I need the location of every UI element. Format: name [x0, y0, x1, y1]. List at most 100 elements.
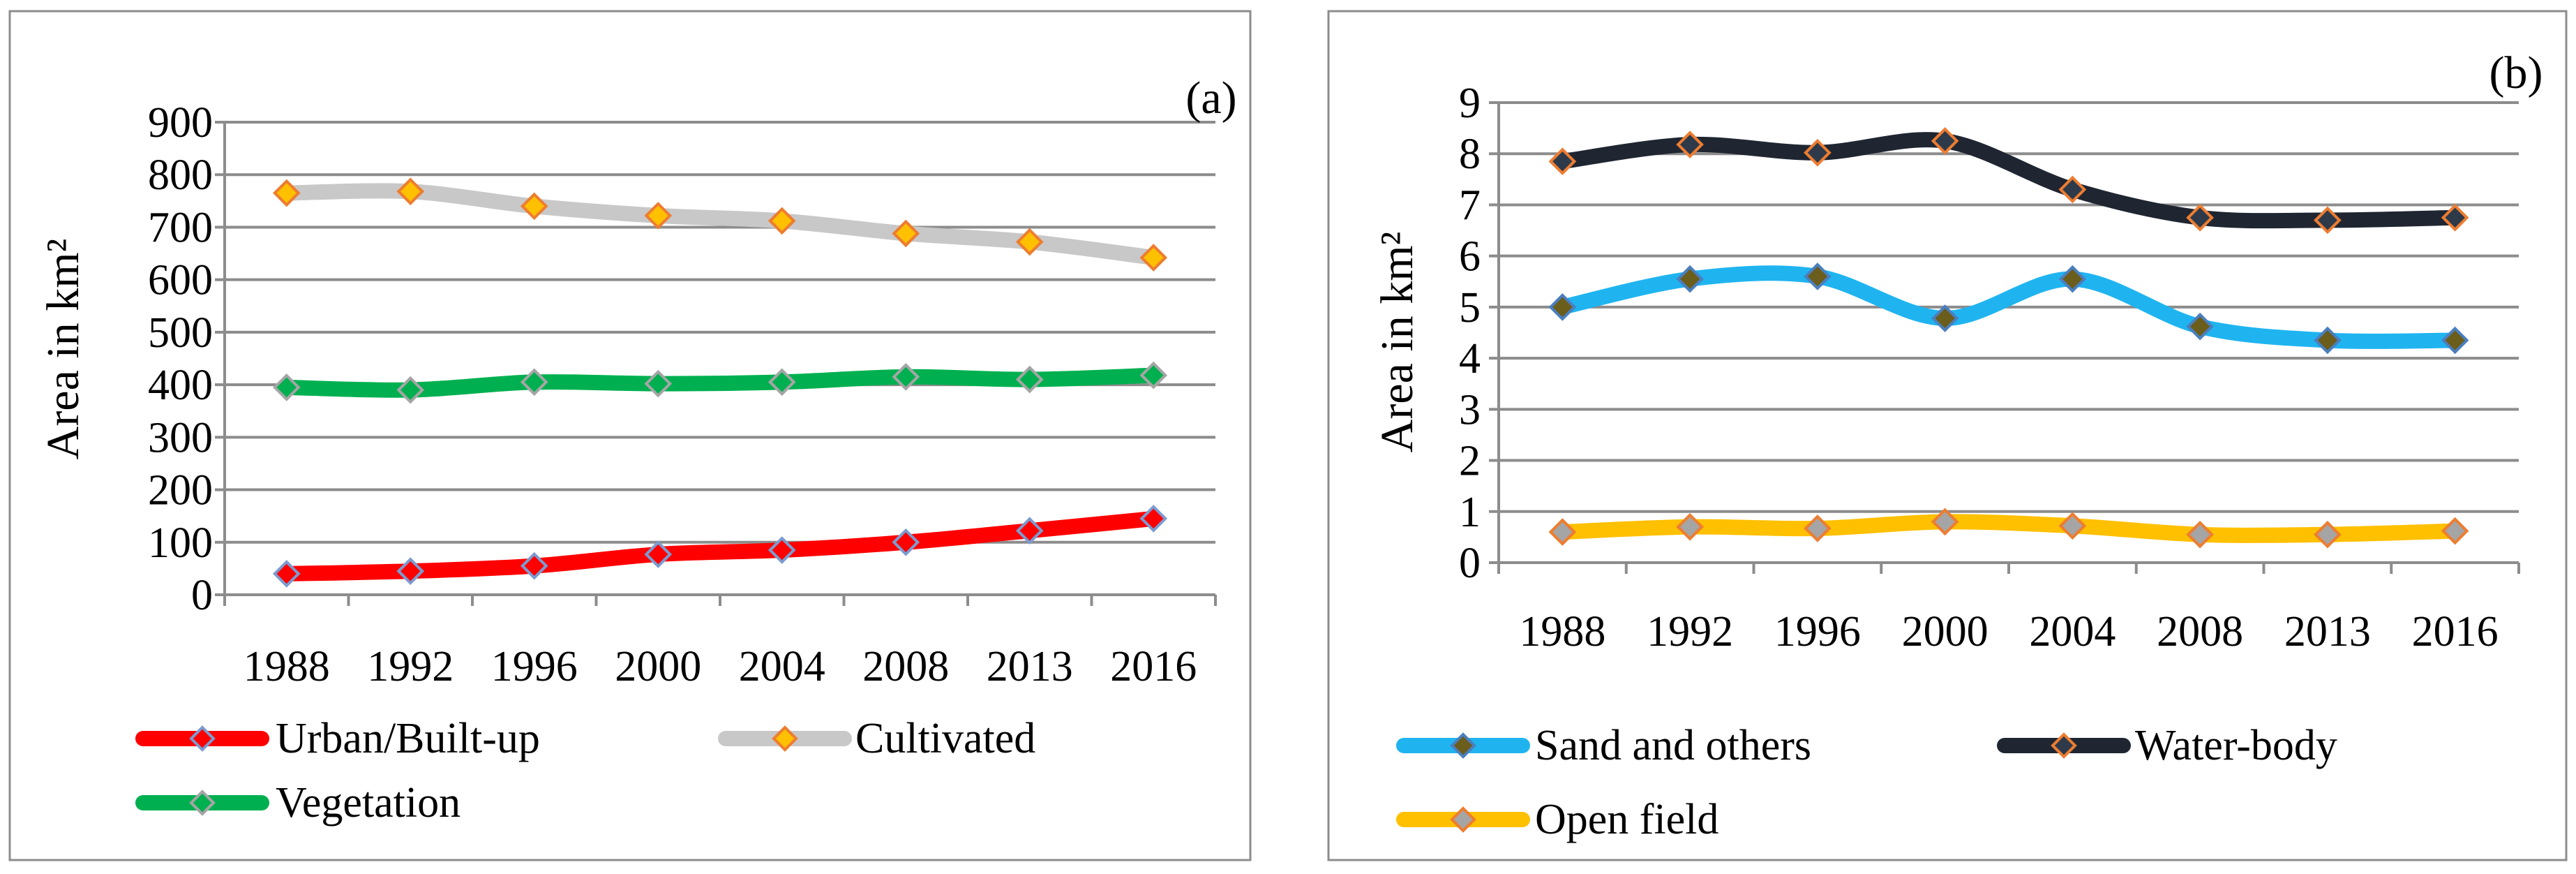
panel-b-point-water-body-2004 — [2058, 175, 2087, 204]
panel-b-point-water-body-1988 — [1548, 147, 1577, 176]
panel-a-frame — [8, 10, 1252, 861]
panel-b-x-tick-label: 1996 — [1774, 608, 1861, 656]
panel-a-point-vegetation-1992 — [396, 376, 425, 404]
panel-b-legend-label-open-field: Open field — [1535, 796, 1718, 843]
panel-b-x-tick-label: 2000 — [1902, 608, 1989, 656]
panel-a-y-axis-label: Area in km² — [38, 239, 89, 460]
panel-a-point-cultivated-2013 — [1015, 228, 1044, 256]
panel-a-point-cultivated-1988 — [272, 179, 301, 207]
panel-a-series-line-cultivated — [278, 183, 1162, 266]
panel-b-legend-label-sand-and-others: Sand and others — [1535, 722, 1811, 769]
panel-b-point-sand-and-others-1996 — [1804, 262, 1832, 290]
panel-b-x-tick-label: 1992 — [1647, 608, 1733, 656]
panel-a-point-urban-built-up-1992 — [396, 557, 425, 585]
panel-b-point-water-body-2008 — [2186, 203, 2214, 232]
panel-b-point-open-field-2013 — [2314, 520, 2342, 549]
panel-b-y-tick-label: 6 — [1459, 233, 1481, 281]
panel-b-y-tick-label: 0 — [1459, 540, 1481, 587]
panel-a-legend-marker-cultivated — [772, 725, 798, 752]
panel-a-y-tick-label: 400 — [148, 362, 213, 409]
panel-a-x-tick-label: 2004 — [739, 643, 825, 690]
panel-b-legend: Sand and others Water-body Open field — [1396, 722, 2337, 843]
panel-b-legend-marker-water-body — [2051, 732, 2077, 759]
panel-b-point-open-field-1988 — [1548, 518, 1577, 546]
panel-b-legend-marker-sand-and-others — [1450, 732, 1476, 759]
panel-b-x-tick-label: 2008 — [2157, 608, 2243, 656]
panel-a-series — [272, 177, 1168, 588]
panel-b-point-open-field-2008 — [2186, 520, 2214, 549]
panel-b-x-tick-label: 1988 — [1519, 608, 1605, 656]
panel-a-series-line-urban-built-up — [278, 510, 1162, 582]
panel-b-label: (b) — [2489, 47, 2543, 98]
panel-b-point-water-body-2013 — [2314, 206, 2342, 235]
panel-b-legend-marker-open-field — [1450, 806, 1476, 833]
panel-a-point-vegetation-2013 — [1015, 365, 1044, 394]
panel-a-x-tick-label: 2016 — [1110, 643, 1197, 690]
panel-a-x-tick-label: 2008 — [862, 643, 949, 690]
panel-a-legend-label-vegetation: Vegetation — [276, 779, 460, 827]
panel-a-y-tick-label: 0 — [191, 572, 213, 619]
panel-a-legend-marker-vegetation — [189, 790, 216, 816]
panel-a-point-urban-built-up-2016 — [1139, 505, 1168, 533]
panel-a-point-urban-built-up-2013 — [1015, 517, 1044, 545]
panel-a-x-tick-label: 1992 — [367, 643, 454, 690]
panel-b-series-line-open-field — [1555, 514, 2463, 543]
panel-a-legend-marker-urban-built-up — [189, 725, 216, 752]
panel-b-y-tick-label: 8 — [1459, 131, 1481, 178]
panel-a-x-tick-label: 1988 — [244, 643, 330, 690]
panel-a-point-urban-built-up-2004 — [767, 536, 796, 564]
panel-a-point-urban-built-up-2000 — [644, 540, 673, 568]
panel-a-y-tick-label: 500 — [148, 309, 213, 357]
panel-a-y-tick-label: 800 — [148, 151, 213, 199]
panel-b-point-water-body-2016 — [2441, 203, 2469, 232]
panel-b-point-sand-and-others-1992 — [1676, 265, 1704, 293]
panel-b-y-tick-label: 9 — [1459, 80, 1481, 127]
panel-a-y-tick-label: 600 — [148, 257, 213, 304]
panel-a-point-cultivated-1992 — [396, 177, 425, 206]
panel-a-legend-label-cultivated: Cultivated — [855, 715, 1035, 762]
panel-b-gridlines — [1499, 101, 2519, 513]
panel-a-axes — [215, 121, 1217, 606]
panel-b-point-open-field-2016 — [2441, 517, 2469, 545]
panel-b-y-tick-label: 2 — [1459, 438, 1481, 485]
panel-a-point-urban-built-up-1996 — [520, 551, 548, 580]
panel-b-series-line-sand-and-others — [1555, 265, 2463, 349]
panel-b-axes — [1489, 101, 2520, 574]
panel-b-point-water-body-2000 — [1931, 127, 1959, 155]
panel-b-x-tick-label: 2016 — [2412, 608, 2499, 656]
panel-a-point-vegetation-2000 — [644, 369, 673, 398]
panel-b-point-sand-and-others-2004 — [2058, 265, 2087, 293]
panel-b-x-tick-label: 2004 — [2029, 608, 2116, 656]
panel-a-x-tick-label: 1996 — [491, 643, 578, 690]
panel-a-point-vegetation-1996 — [520, 368, 548, 397]
panel-b-y-tick-label: 3 — [1459, 386, 1481, 434]
panel-b-series-line-water-body — [1555, 132, 2463, 229]
panel-b-point-water-body-1996 — [1804, 138, 1832, 167]
panel-b-point-open-field-1996 — [1804, 514, 1832, 542]
panel-b-y-tick-label: 7 — [1459, 182, 1481, 229]
panel-b-point-sand-and-others-2013 — [2314, 326, 2342, 355]
panel-a-point-urban-built-up-1988 — [272, 560, 301, 588]
panel-a-point-vegetation-1988 — [272, 373, 301, 401]
panel-a-x-tick-label: 2000 — [615, 643, 701, 690]
panel-a-x-tick-labels: 1988 1992 1996 2000 2004 2008 2013 2016 — [244, 643, 1197, 690]
panel-b-point-sand-and-others-1988 — [1548, 293, 1577, 321]
panel-a-gridlines — [225, 121, 1215, 544]
panel-b-y-tick-label: 5 — [1459, 284, 1481, 332]
panel-b-legend-label-water-body: Water-body — [2135, 722, 2337, 769]
panel-b-point-open-field-2004 — [2058, 512, 2087, 540]
panel-a-point-cultivated-2000 — [644, 202, 673, 230]
panel-b-point-open-field-1992 — [1676, 512, 1704, 541]
panel-a-point-vegetation-2008 — [892, 362, 920, 391]
panel-b-point-sand-and-others-2000 — [1931, 304, 1959, 332]
panel-a-y-tick-label: 300 — [148, 414, 213, 461]
panel-a-series-line-vegetation — [278, 367, 1162, 398]
panel-a-y-tick-label: 200 — [148, 467, 213, 514]
panel-a-legend-label-urban-built-up: Urban/Built-up — [276, 715, 540, 762]
panel-b-y-axis-label: Area in km² — [1372, 232, 1423, 453]
panel-a-point-urban-built-up-2008 — [892, 528, 920, 556]
